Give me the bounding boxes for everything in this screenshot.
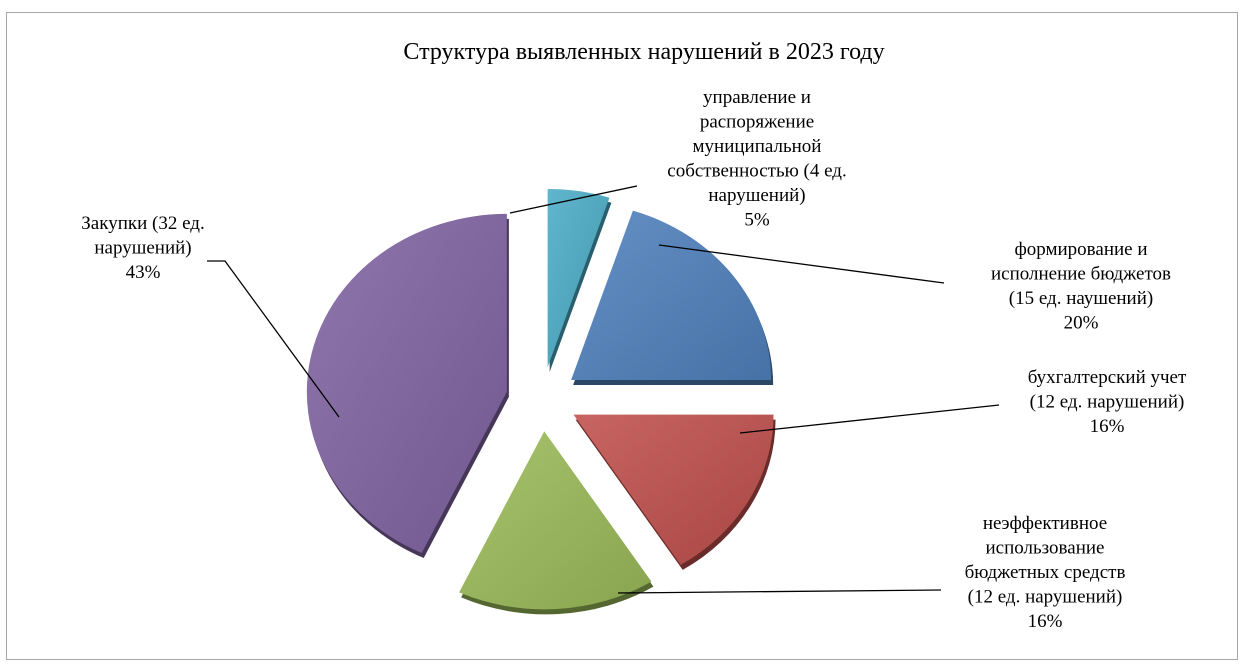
- slice-label-line: 16%: [1028, 611, 1063, 632]
- slice-label-line: 43%: [126, 262, 161, 283]
- slice-label-accounting: бухгалтерский учет (12 ед. нарушений) 16%: [1028, 367, 1187, 437]
- pie-slice-mgmt: [547, 189, 612, 372]
- leader-line-budget: [658, 244, 945, 284]
- pie-chart: Структура выявленных нарушений в 2023 го…: [81, 39, 1187, 632]
- slice-label-line: неэффективное: [983, 513, 1107, 534]
- slice-label-line: Закупки (32 ед.: [81, 213, 204, 234]
- pie-slice-gloss-budget: [571, 210, 772, 380]
- slice-label-line: 20%: [1064, 313, 1099, 334]
- slice-label-line: (12 ед. нарушений): [968, 587, 1123, 608]
- slice-label-line: распоряжение: [700, 112, 814, 133]
- slice-label-line: исполнение бюджетов: [991, 264, 1171, 285]
- slice-label-line: собственностью (4 ед.: [667, 161, 846, 182]
- slice-label-inefficient: неэффективное использование бюджетных сред…: [965, 513, 1126, 632]
- slice-label-line: (15 ед. наушений): [1009, 288, 1153, 309]
- slice-label-line: муниципальной: [693, 136, 822, 157]
- pie-slice-gloss-purchases: [306, 213, 507, 553]
- leader-line-mgmt: [509, 185, 638, 214]
- slice-label-line: 5%: [744, 210, 770, 231]
- slice-label-mgmt: управление и распоряжение муниципальной соб…: [667, 87, 846, 231]
- leader-line-purchases: [207, 260, 340, 418]
- slice-label-line: 16%: [1090, 416, 1125, 437]
- chart-title: Структура выявленных нарушений в 2023 го…: [403, 39, 884, 65]
- slice-label-line: (12 ед. нарушений): [1030, 392, 1185, 413]
- leader-lines-layer: [207, 185, 1000, 594]
- pie-slice-gloss-accounting: [573, 414, 774, 565]
- slice-label-line: нарушений): [94, 238, 191, 259]
- pie-slice-gloss-inefficient: [459, 431, 652, 610]
- labels-layer: управление и распоряжение муниципальной соб…: [81, 87, 1187, 632]
- slice-label-purchases: Закупки (32 ед. нарушений) 43%: [81, 213, 204, 283]
- chart-frame: Структура выявленных нарушений в 2023 го…: [6, 12, 1238, 660]
- slice-label-line: формирование и: [1014, 239, 1147, 260]
- pie-slice-inefficient: [459, 431, 654, 615]
- slice-label-line: использование: [986, 538, 1105, 559]
- slice-label-budget: формирование и исполнение бюджетов (15 ед.…: [991, 239, 1171, 334]
- slices-layer: [306, 189, 776, 615]
- slice-label-line: бухгалтерский учет: [1028, 367, 1187, 388]
- pie-slice-accounting: [573, 414, 776, 570]
- pie-slice-purchases: [306, 213, 509, 558]
- slice-label-line: управление и: [703, 87, 811, 108]
- slice-label-line: бюджетных средств: [965, 562, 1126, 583]
- leader-line-inefficient: [617, 589, 942, 594]
- pie-slice-budget: [571, 210, 774, 385]
- pie-slice-gloss-mgmt: [547, 189, 610, 367]
- leader-line-accounting: [739, 404, 1000, 434]
- slice-label-line: нарушений): [708, 185, 805, 206]
